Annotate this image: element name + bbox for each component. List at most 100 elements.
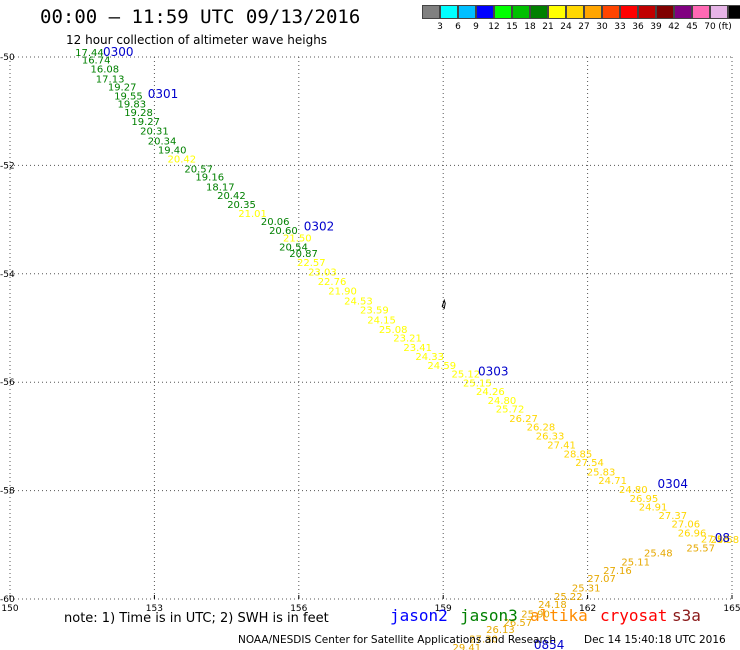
- y-tick-label: -56: [0, 378, 15, 388]
- legend-tick-label: 6: [455, 22, 461, 32]
- legend-swatch: [422, 5, 440, 19]
- legend-tick-label: 15: [506, 22, 518, 32]
- time-mark-label: 0302: [304, 219, 335, 233]
- wave-height-label: 25.11: [621, 557, 650, 568]
- legend-swatch: [692, 5, 710, 19]
- island-outline: [441, 298, 446, 310]
- y-tick-label: -50: [0, 53, 15, 63]
- satellite-legend-item: altika: [530, 606, 588, 625]
- legend-tick-label: 12: [488, 22, 500, 32]
- wave-height-label: 27.54: [575, 458, 604, 469]
- wave-height-label: 19.40: [158, 145, 187, 156]
- legend-tick-label: 33: [614, 22, 626, 32]
- wave-height-label: 26.28: [527, 422, 556, 433]
- wave-height-label: 25.15: [463, 379, 492, 390]
- legend-swatch: [728, 5, 740, 19]
- legend-swatch: [710, 5, 728, 19]
- wave-height-label: 23.41: [403, 343, 432, 354]
- legend-swatch: [512, 5, 530, 19]
- time-mark-label: 0301: [148, 87, 179, 101]
- wave-height-label: 18.17: [206, 182, 235, 193]
- wave-height-label: 24.18: [538, 600, 567, 611]
- wave-height-label: 24.80: [619, 485, 648, 496]
- wave-height-label: 20.06: [261, 217, 290, 228]
- legend-tick-label: 27: [578, 22, 590, 32]
- wave-height-label: 20.42: [217, 191, 246, 202]
- wave-height-label: 22.76: [318, 277, 347, 288]
- wave-height-label: 22.57: [297, 258, 326, 269]
- wave-height-label: 26.27: [509, 414, 538, 425]
- time-mark-label: 0300: [103, 45, 134, 59]
- wave-height-label: 24.15: [367, 316, 396, 327]
- wave-height-label: 24.80: [488, 396, 517, 407]
- satellite-legend-item: jason3: [460, 606, 518, 625]
- wave-height-label: 17.44: [75, 48, 104, 59]
- wave-height-label: 20.31: [140, 127, 169, 138]
- wave-height-label: 27.16: [603, 566, 632, 577]
- legend-tick-label: 30: [596, 22, 608, 32]
- wave-height-label: 25.57: [686, 543, 715, 554]
- satellite-legend-item: cryosat: [600, 606, 668, 625]
- wave-height-label: 24.59: [427, 361, 456, 372]
- wave-height-label: 25.22: [554, 592, 583, 603]
- time-mark-label: 0854: [534, 638, 565, 650]
- x-tick-label: 159: [435, 604, 452, 614]
- wave-height-label: 26.96: [678, 529, 707, 540]
- wave-height-label: 20.57: [184, 164, 213, 175]
- legend-unit-label: (ft): [718, 22, 732, 32]
- wave-height-label: 25.12: [452, 369, 481, 380]
- x-tick-label: 150: [1, 604, 18, 614]
- wave-height-label: 17.13: [96, 74, 125, 85]
- wave-height-label: 23.21: [393, 334, 422, 345]
- legend-swatch: [458, 5, 476, 19]
- footnote: note: 1) Time is in UTC; 2) SWH is in fe…: [64, 611, 329, 626]
- legend-tick-label: 3: [437, 22, 443, 32]
- legend-swatch: [530, 5, 548, 19]
- wave-height-label: 20.35: [227, 200, 256, 211]
- time-mark-label: 0303: [478, 365, 509, 379]
- wave-height-label: 25.90: [521, 609, 550, 620]
- legend-tick-label: 24: [560, 22, 572, 32]
- wave-height-label: 21.90: [328, 286, 357, 297]
- legend-swatch: [620, 5, 638, 19]
- wave-height-label: 26.13: [486, 625, 515, 636]
- wave-height-label: 28.85: [564, 450, 593, 461]
- x-tick-label: 165: [723, 604, 740, 614]
- x-tick-label: 162: [579, 604, 596, 614]
- y-tick-label: -52: [0, 161, 15, 171]
- wave-height-label: 20.87: [289, 249, 318, 260]
- y-tick-label: -58: [0, 487, 15, 497]
- legend-tick-label: 21: [542, 22, 554, 32]
- page-title: 00:00 – 11:59 UTC 09/13/2016: [40, 6, 361, 28]
- wave-height-label: 26.33: [536, 432, 565, 443]
- wave-height-label: 20.60: [269, 226, 298, 237]
- legend-swatch: [476, 5, 494, 19]
- wave-height-label: 19.27: [131, 117, 160, 128]
- wave-height-label: 21.01: [238, 209, 267, 220]
- wave-height-label: 26.95: [630, 494, 659, 505]
- satellite-legend-item: s3a: [672, 606, 701, 625]
- legend-tick-label: 42: [668, 22, 680, 32]
- wave-height-label: 26.57: [503, 618, 532, 629]
- wave-height-label: 27.30: [469, 634, 498, 645]
- wave-height-label: 24.33: [415, 352, 444, 363]
- satellite-legend-item: jason2: [390, 606, 448, 625]
- wave-height-label: 25.08: [379, 325, 408, 336]
- wave-height-label: 19.27: [108, 83, 137, 94]
- wave-height-label: 20.34: [148, 136, 177, 147]
- wave-height-label: 20.54: [279, 242, 308, 253]
- x-tick-label: 156: [290, 604, 307, 614]
- legend-swatch: [674, 5, 692, 19]
- wave-height-label: 19.16: [195, 173, 224, 184]
- legend-tick-label: 18: [524, 22, 536, 32]
- wave-height-label: 27.41: [547, 440, 576, 451]
- wave-height-label: 24.91: [639, 503, 668, 514]
- legend-swatch: [494, 5, 512, 19]
- wave-height-label: 27.07: [587, 574, 616, 585]
- wave-height-label: 25.31: [572, 583, 601, 594]
- chart-subtitle: 12 hour collection of altimeter wave hei…: [66, 33, 328, 47]
- wave-height-label: 27.06: [671, 519, 700, 530]
- color-scale-legend: [422, 5, 740, 21]
- generated-timestamp: Dec 14 15:40:18 UTC 2016: [584, 634, 726, 646]
- wave-height-label: 27.37: [658, 511, 687, 522]
